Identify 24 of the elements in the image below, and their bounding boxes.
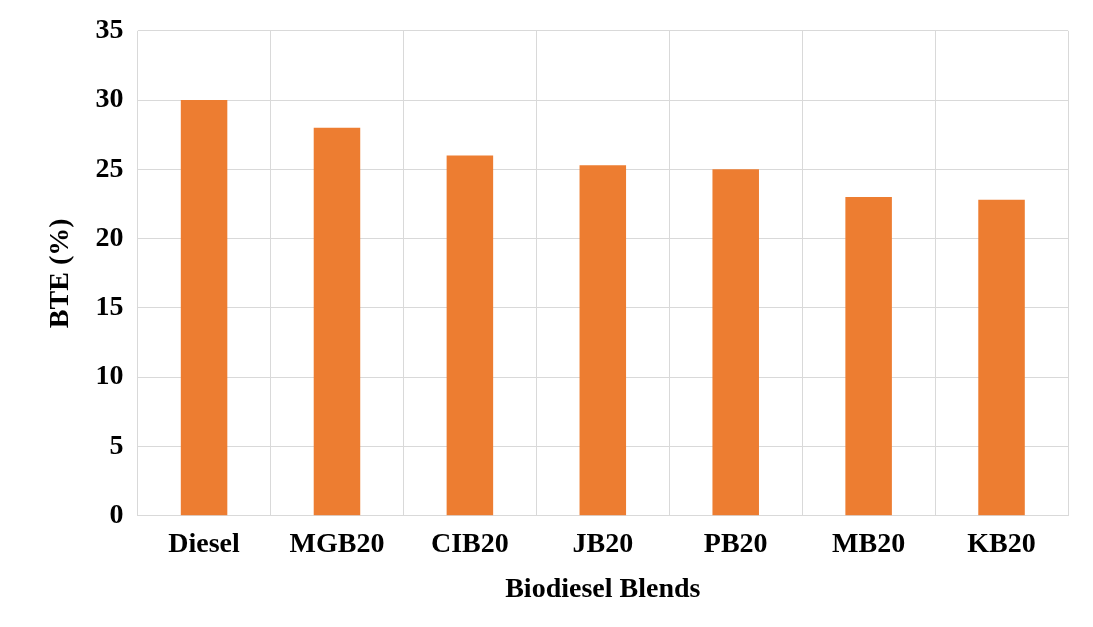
y-tick-label: 35 [95, 13, 124, 45]
bar [446, 155, 494, 516]
x-tick-label: Diesel [168, 526, 241, 558]
y-tick-label: 15 [95, 290, 124, 322]
bar [313, 127, 361, 516]
x-tick-label: CIB20 [430, 526, 509, 558]
bar [579, 165, 627, 516]
x-axis-title: Biodiesel Blends [505, 572, 701, 604]
bar [180, 100, 228, 516]
y-axis-title: BTE (%) [43, 218, 75, 329]
y-tick-label: 25 [95, 151, 124, 183]
y-tick-label: 0 [109, 498, 124, 530]
y-tick-label: 10 [95, 359, 124, 391]
bar [978, 199, 1025, 516]
x-tick-label: MGB20 [289, 526, 385, 558]
y-tick-label: 20 [95, 220, 124, 252]
y-tick-label: 5 [109, 428, 124, 460]
bar [712, 169, 759, 516]
x-tick-label: KB20 [967, 526, 1036, 558]
bar [845, 197, 892, 516]
x-tick-label: JB20 [572, 526, 634, 558]
x-tick-label: MB20 [832, 526, 906, 558]
x-tick-label: PB20 [703, 526, 768, 558]
y-tick-label: 30 [95, 82, 124, 114]
